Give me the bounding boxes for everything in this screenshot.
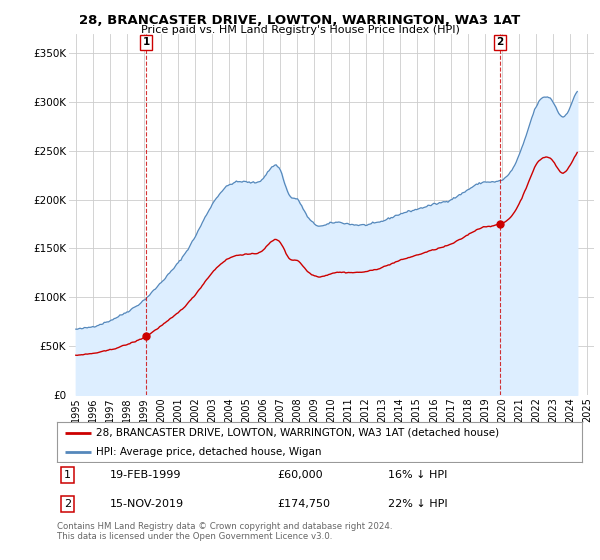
Text: 28, BRANCASTER DRIVE, LOWTON, WARRINGTON, WA3 1AT (detached house): 28, BRANCASTER DRIVE, LOWTON, WARRINGTON… — [97, 428, 499, 437]
Text: £60,000: £60,000 — [277, 470, 323, 480]
Text: 19-FEB-1999: 19-FEB-1999 — [110, 470, 181, 480]
Text: 28, BRANCASTER DRIVE, LOWTON, WARRINGTON, WA3 1AT: 28, BRANCASTER DRIVE, LOWTON, WARRINGTON… — [79, 14, 521, 27]
Text: 22% ↓ HPI: 22% ↓ HPI — [388, 500, 448, 509]
Text: 1: 1 — [143, 37, 150, 47]
Text: 16% ↓ HPI: 16% ↓ HPI — [388, 470, 447, 480]
Text: Price paid vs. HM Land Registry's House Price Index (HPI): Price paid vs. HM Land Registry's House … — [140, 25, 460, 35]
Text: 15-NOV-2019: 15-NOV-2019 — [110, 500, 184, 509]
Text: 1: 1 — [64, 470, 71, 480]
Text: Contains HM Land Registry data © Crown copyright and database right 2024.
This d: Contains HM Land Registry data © Crown c… — [57, 522, 392, 542]
Text: £174,750: £174,750 — [277, 500, 331, 509]
Text: HPI: Average price, detached house, Wigan: HPI: Average price, detached house, Wiga… — [97, 447, 322, 457]
Text: 2: 2 — [496, 37, 503, 47]
Text: 2: 2 — [64, 500, 71, 509]
